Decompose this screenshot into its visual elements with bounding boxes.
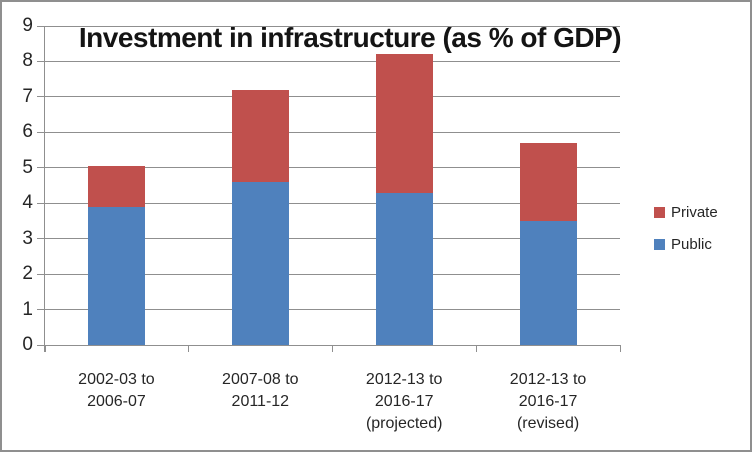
gridline xyxy=(44,96,620,98)
legend-item-public: Public xyxy=(654,236,712,253)
x-axis-tick xyxy=(476,345,478,352)
y-axis-tick-label: 7 xyxy=(22,85,33,107)
y-axis-tick xyxy=(37,131,45,133)
bar-segment-private xyxy=(87,166,145,207)
y-axis-tick-label: 1 xyxy=(22,298,33,320)
y-axis-tick xyxy=(37,273,45,275)
legend-label: Public xyxy=(671,236,712,253)
y-axis-tick-label: 5 xyxy=(22,156,33,178)
gridline xyxy=(44,238,620,240)
y-axis-tick xyxy=(37,25,45,27)
y-axis-tick xyxy=(37,60,45,62)
bar-segment-public xyxy=(87,206,145,345)
bar-segment-public xyxy=(519,220,577,345)
y-axis-line xyxy=(44,26,45,352)
y-axis-tick xyxy=(37,96,45,98)
bar-segment-public xyxy=(375,192,433,345)
legend-item-private: Private xyxy=(654,204,718,221)
gridline xyxy=(44,309,620,311)
x-axis-line xyxy=(37,344,620,346)
gridline xyxy=(44,60,620,62)
y-axis-tick-label: 0 xyxy=(22,334,33,355)
x-axis-tick-label: 2002-03 to 2006-07 xyxy=(78,371,155,410)
x-axis-tick-label: 2007-08 to 2011-12 xyxy=(222,371,299,410)
y-axis-tick-label: 9 xyxy=(22,15,33,36)
x-axis-tick-label: 2012-13 to 2016-17 (projected) xyxy=(365,371,443,432)
legend-swatch-private-icon xyxy=(654,207,665,218)
y-axis-tick xyxy=(37,309,45,311)
x-axis-tick xyxy=(332,345,334,352)
x-axis-tick xyxy=(188,345,190,352)
bar-segment-private xyxy=(231,89,289,182)
bar-segment-public xyxy=(231,181,289,345)
chart-title: Investment in infrastructure (as % of GD… xyxy=(78,22,622,53)
gridline xyxy=(44,25,620,27)
x-axis-tick xyxy=(44,345,46,352)
gridline xyxy=(44,273,620,275)
legend-label: Private xyxy=(671,204,718,221)
x-axis-tick xyxy=(620,345,621,352)
y-axis-tick xyxy=(37,167,45,169)
legend-swatch-public-icon xyxy=(654,239,665,250)
gridline xyxy=(44,202,620,204)
x-axis-tick-label: 2012-13 to 2016-17 (revised) xyxy=(509,371,587,432)
gridline xyxy=(44,131,620,133)
y-axis-tick-label: 8 xyxy=(22,50,33,72)
gridline xyxy=(44,167,620,169)
bar-segment-private xyxy=(375,54,433,193)
bar-segment-private xyxy=(519,142,577,221)
y-axis-tick-label: 4 xyxy=(22,192,33,214)
y-axis-tick xyxy=(37,238,45,240)
y-axis-tick-label: 6 xyxy=(22,121,33,143)
y-axis-tick xyxy=(37,202,45,204)
y-axis-tick-label: 3 xyxy=(22,227,33,249)
y-axis-tick-label: 2 xyxy=(22,263,33,285)
